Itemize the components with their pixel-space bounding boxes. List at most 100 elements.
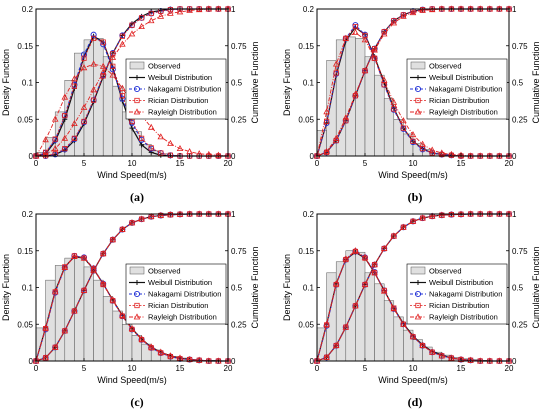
- rician-pdf-marker: [71, 83, 77, 89]
- legend-label: Nakagami Distribution: [148, 85, 221, 94]
- y-right-tick-label: 0: [512, 152, 517, 161]
- y-right-tick-label: 0.25: [512, 320, 528, 329]
- x-tick-label: 5: [363, 159, 368, 168]
- rician-pdf-marker: [119, 93, 125, 99]
- rayleigh-pdf-marker: [371, 269, 378, 276]
- rayleigh-pdf-marker: [457, 355, 465, 362]
- rayleigh-pdf-line: [35, 63, 229, 157]
- x-tick-label: 5: [82, 159, 87, 168]
- rayleigh-pdf-marker: [99, 280, 107, 287]
- rayleigh-pdf-marker: [138, 335, 145, 342]
- rician-pdf-marker: [91, 35, 97, 42]
- y-right-tick-label: 0.75: [512, 42, 528, 51]
- observed-bar: [364, 56, 375, 157]
- rayleigh-pdf-marker: [400, 117, 407, 124]
- rayleigh-pdf-marker: [147, 343, 155, 350]
- y-right-tick-label: 0.75: [231, 247, 247, 256]
- rayleigh-cdf-marker: [42, 150, 49, 157]
- rayleigh-pdf-marker: [71, 252, 78, 260]
- y-left-axis-label: Density Function: [1, 254, 11, 321]
- rayleigh-pdf-marker: [342, 34, 350, 41]
- x-tick-label: 20: [224, 364, 233, 373]
- y-right-tick-label: 0: [512, 357, 517, 366]
- rayleigh-cdf-marker: [332, 341, 340, 348]
- rayleigh-pdf-marker: [61, 264, 69, 271]
- rayleigh-cdf-marker: [167, 9, 174, 16]
- rayleigh-pdf-marker: [167, 139, 174, 146]
- rayleigh-cdf-marker: [80, 286, 88, 293]
- rayleigh-cdf-line: [35, 213, 228, 362]
- weibull-pdf-marker: [110, 65, 116, 71]
- rayleigh-cdf-marker: [323, 353, 330, 360]
- rayleigh-cdf-marker: [361, 67, 369, 74]
- rayleigh-pdf-marker: [409, 333, 417, 340]
- chart-panel-b: 0 5 10 15 2000.050.10.150.200.250.50.751Wind…: [282, 5, 541, 204]
- x-tick-label: 5: [363, 364, 368, 373]
- rician-pdf-marker: [110, 63, 116, 69]
- legend: Observed Weibull Distribution Nakagami Dis…: [125, 58, 227, 120]
- chart-panel-d: 0 5 10 15 2000.050.10.150.200.250.50.751Wind…: [282, 210, 541, 409]
- rician-pdf-marker: [352, 24, 359, 30]
- rayleigh-pdf-marker: [332, 280, 340, 287]
- y-right-tick-label: 1: [231, 210, 236, 219]
- rayleigh-cdf-marker: [90, 266, 97, 273]
- observed-bar: [93, 279, 104, 362]
- rayleigh-cdf-marker: [352, 90, 359, 97]
- y-left-tick-label: 0: [29, 152, 34, 161]
- legend-label: Nakagami Distribution: [148, 290, 221, 299]
- rician-pdf-marker: [333, 70, 339, 76]
- observed-bar: [102, 296, 114, 362]
- y-right-tick-label: 0.75: [231, 42, 247, 51]
- rayleigh-cdf-marker: [61, 327, 69, 334]
- x-axis-label: Wind Speed(m/s): [378, 375, 448, 385]
- y-right-tick-label: 0.5: [231, 79, 243, 88]
- y-left-axis-label: Density Function: [282, 254, 292, 321]
- rayleigh-pdf-marker: [51, 115, 59, 122]
- rayleigh-cdf-marker: [380, 244, 388, 251]
- legend-label: Observed: [429, 62, 462, 71]
- rayleigh-cdf-marker: [109, 53, 117, 60]
- rician-pdf-marker: [429, 150, 435, 156]
- y-right-axis-label: Cumulative Function: [250, 41, 260, 123]
- y-left-tick-label: 0.15: [17, 42, 33, 51]
- x-tick-label: 0: [34, 364, 39, 373]
- legend-label: Nakagami Distribution: [429, 85, 502, 94]
- y-right-tick-label: 0: [231, 152, 236, 161]
- rayleigh-pdf-marker: [167, 352, 174, 359]
- y-left-tick-label: 0.05: [298, 115, 314, 124]
- rayleigh-pdf-marker: [51, 288, 59, 295]
- rician-pdf-marker: [138, 135, 145, 141]
- y-left-tick-label: 0.1: [22, 79, 34, 88]
- chart-panel-c: 0 5 10 15 2000.050.10.150.200.250.50.751Wind…: [1, 210, 260, 409]
- rayleigh-pdf-marker: [390, 98, 398, 105]
- legend-marker-rician: [134, 97, 140, 104]
- rayleigh-pdf-marker: [371, 54, 378, 61]
- rayleigh-cdf-marker: [42, 354, 49, 361]
- rayleigh-pdf-marker: [119, 84, 126, 91]
- rician-pdf-marker: [52, 136, 58, 142]
- rician-pdf-line: [316, 250, 509, 362]
- rayleigh-pdf-marker: [109, 296, 117, 303]
- rayleigh-cdf-marker: [147, 17, 155, 24]
- x-tick-label: 10: [409, 159, 418, 168]
- legend-swatch-observed: [129, 266, 145, 275]
- rician-pdf-marker: [391, 106, 397, 112]
- legend-marker-weibull: [134, 280, 140, 285]
- legend-label: Rayleigh Distribution: [429, 108, 498, 117]
- rayleigh-cdf-marker: [390, 19, 398, 26]
- rician-pdf-marker: [148, 145, 154, 151]
- rayleigh-pdf-marker: [380, 287, 388, 294]
- rayleigh-cdf-marker: [438, 211, 446, 218]
- legend-label: Nakagami Distribution: [429, 290, 502, 299]
- legend-marker-weibull: [415, 280, 421, 285]
- legend-label: Observed: [429, 267, 462, 276]
- rician-cdf-marker: [119, 33, 125, 39]
- rician-pdf-marker: [100, 39, 106, 45]
- legend-marker-rayleigh: [133, 108, 141, 115]
- rayleigh-pdf-marker: [119, 311, 126, 318]
- y-left-tick-label: 0.05: [298, 320, 314, 329]
- rician-cdf-marker: [391, 18, 397, 24]
- legend-marker-weibull: [134, 75, 140, 80]
- nakagami-pdf-marker: [333, 281, 340, 288]
